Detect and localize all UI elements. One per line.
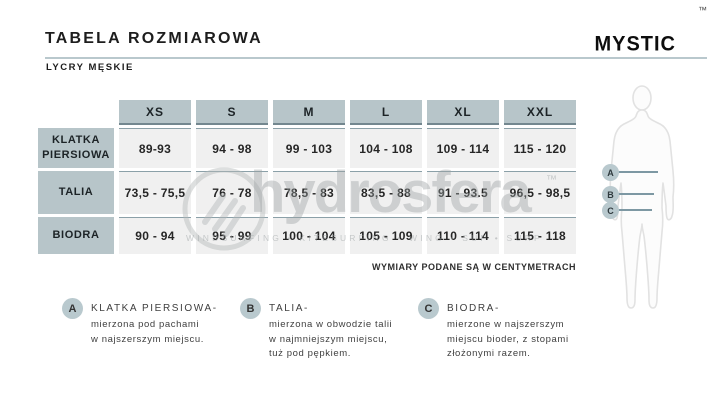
waist-measure-line: [610, 193, 654, 195]
size-header-l: L: [350, 100, 422, 125]
legend-title-hips: BIODRA-: [447, 303, 500, 314]
legend-item-waist: B TALIA- mierzona w obwodzie talii w naj…: [240, 298, 393, 362]
legend-marker-a: A: [62, 298, 83, 319]
legend-item-hips: C BIODRA- mierzone w najszerszym miejscu…: [418, 298, 569, 362]
hips-measure-line: [610, 209, 652, 211]
table-cell: 91 - 93.5: [427, 171, 499, 214]
page-title: TABELA ROZMIAROWA: [45, 30, 263, 47]
legend-marker-b: B: [240, 298, 261, 319]
diagram-marker-c: C: [602, 202, 619, 219]
size-header-xl: XL: [427, 100, 499, 125]
row-header-hips: BIODRA: [38, 217, 114, 254]
legend-item-chest: A KLATKA PIERSIOWA- mierzona pod pachami…: [62, 298, 218, 347]
units-note: WYMIARY PODANE SĄ W CENTYMETRACH: [371, 262, 576, 272]
table-corner: [38, 100, 114, 125]
legend-marker-c: C: [418, 298, 439, 319]
table-cell: 90 - 94: [119, 217, 191, 254]
table-cell: 115 - 120: [504, 128, 576, 168]
table-cell: 89-93: [119, 128, 191, 168]
table-cell: 83,5 - 88: [350, 171, 422, 214]
table-cell: 96,5 - 98,5: [504, 171, 576, 214]
table-cell: 104 - 108: [350, 128, 422, 168]
size-header-m: M: [273, 100, 345, 125]
diagram-marker-b: B: [602, 186, 619, 203]
diagram-marker-a: A: [602, 164, 619, 181]
table-cell: 73,5 - 75,5: [119, 171, 191, 214]
table-cell: 76 - 78: [196, 171, 268, 214]
mystic-logo: MYSTIC: [594, 32, 676, 56]
trademark-symbol: ™: [698, 5, 707, 15]
table-cell: 95 - 99: [196, 217, 268, 254]
body-silhouette: [609, 85, 675, 309]
row-header-chest: KLATKA PIERSIOWA: [38, 128, 114, 168]
legend-title-chest: KLATKA PIERSIOWA-: [91, 303, 218, 314]
size-header-xxl: XXL: [504, 100, 576, 125]
row-header-waist: TALIA: [38, 171, 114, 214]
legend-description-hips: mierzone w najszerszym miejscu bioder, z…: [447, 319, 569, 360]
size-header-s: S: [196, 100, 268, 125]
table-cell: 115 - 118: [504, 217, 576, 254]
table-cell: 105 - 109: [350, 217, 422, 254]
legend-description-chest: mierzona pod pachami w najszerszym miejs…: [91, 319, 204, 345]
chest-measure-line: [610, 171, 658, 173]
size-table: XS S M L XL XXL KLATKA PIERSIOWA 89-93 9…: [38, 100, 576, 254]
table-cell: 110 - 114: [427, 217, 499, 254]
table-cell: 100 - 104: [273, 217, 345, 254]
measurement-legend: A KLATKA PIERSIOWA- mierzona pod pachami…: [0, 298, 720, 390]
page-subtitle: LYCRY MĘSKIE: [46, 62, 134, 73]
table-cell: 99 - 103: [273, 128, 345, 168]
size-header-xs: XS: [119, 100, 191, 125]
table-cell: 94 - 98: [196, 128, 268, 168]
legend-title-waist: TALIA-: [269, 303, 309, 314]
table-cell: 109 - 114: [427, 128, 499, 168]
header-divider: [45, 57, 707, 59]
legend-description-waist: mierzona w obwodzie talii w najmniejszym…: [269, 319, 393, 360]
table-cell: 78,5 - 83: [273, 171, 345, 214]
